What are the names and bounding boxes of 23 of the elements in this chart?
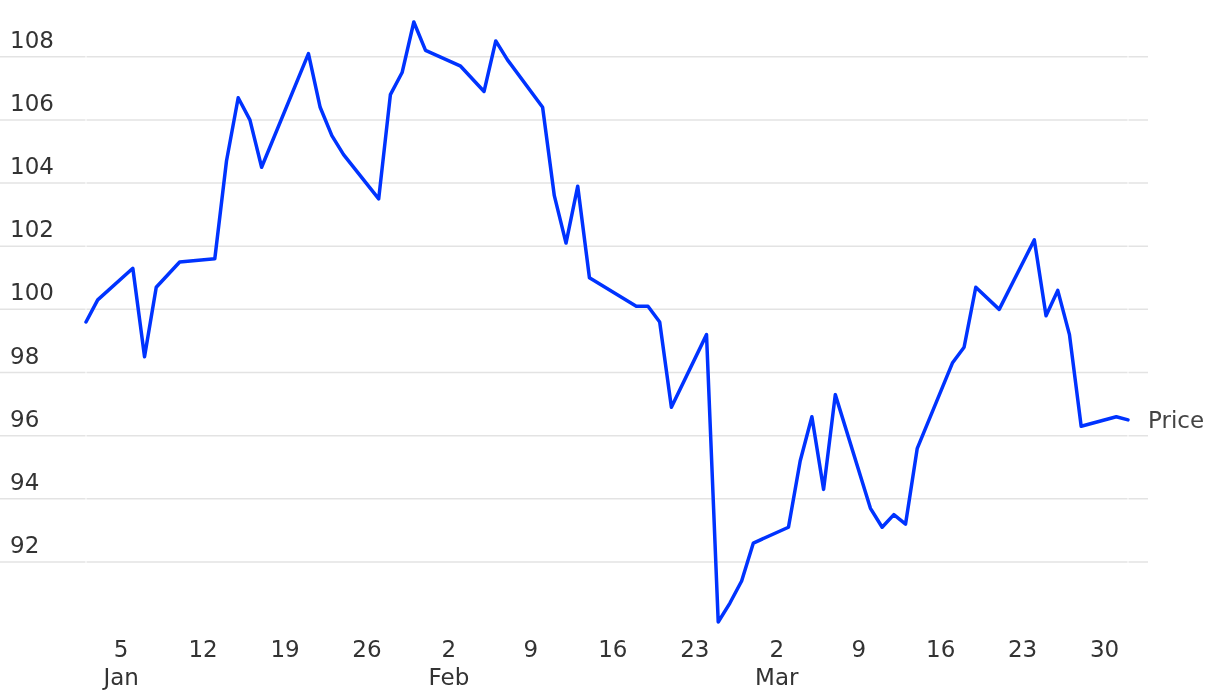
y-tick-label: 106 [10,89,54,116]
series-label: Price [1148,406,1205,433]
y-tick-label: 104 [10,153,54,180]
y-tick-label: 98 [10,342,40,369]
x-tick-label: 26 [352,636,382,662]
x-tick-label: 9 [523,636,539,662]
x-tick-label: 16 [598,636,628,662]
y-tick-label: 100 [10,279,54,306]
y-tick-label: 102 [10,216,54,243]
x-tick-label: 30 [1089,636,1120,662]
y-tick-label: 92 [10,532,40,558]
x-tick-label: 19 [270,636,300,662]
x-tick-label: 2 Mar [755,636,799,690]
x-tick-label: 23 [1007,636,1038,662]
x-tick-label: 5 Jan [101,636,139,690]
y-tick-label: 96 [10,405,40,432]
x-tick-label: 2 Feb [428,636,470,690]
x-tick-label: 23 [680,636,710,662]
y-tick-label: 108 [10,26,54,53]
x-tick-label: 9 [851,636,867,662]
x-tick-label: 12 [188,636,218,662]
x-tick-label: 16 [926,636,956,662]
y-tick-label: 94 [10,468,40,495]
